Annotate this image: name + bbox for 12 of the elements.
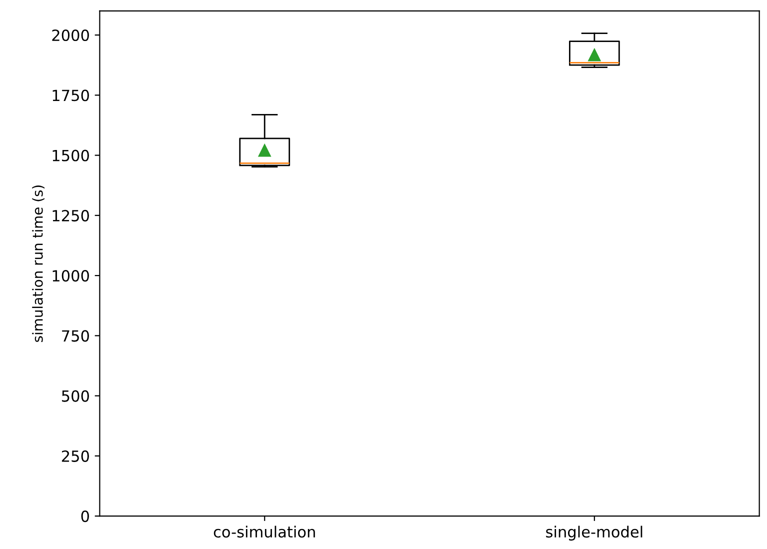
y-tick-label: 500 — [62, 390, 89, 402]
y-tick-label: 2000 — [52, 29, 89, 42]
y-tick-label: 250 — [62, 450, 89, 462]
y-tick-label: 1500 — [52, 150, 89, 162]
y-axis-title: simulation run time (s) — [32, 186, 44, 342]
y-tick-label: 1750 — [52, 90, 89, 102]
y-tick-label: 1000 — [52, 270, 89, 282]
x-tick-label: co-simulation — [214, 526, 315, 538]
y-tick-label: 1250 — [52, 210, 89, 222]
y-tick-label: 750 — [62, 330, 89, 342]
x-tick-label: single-model — [546, 526, 642, 541]
y-tick-label: 0 — [81, 510, 89, 522]
